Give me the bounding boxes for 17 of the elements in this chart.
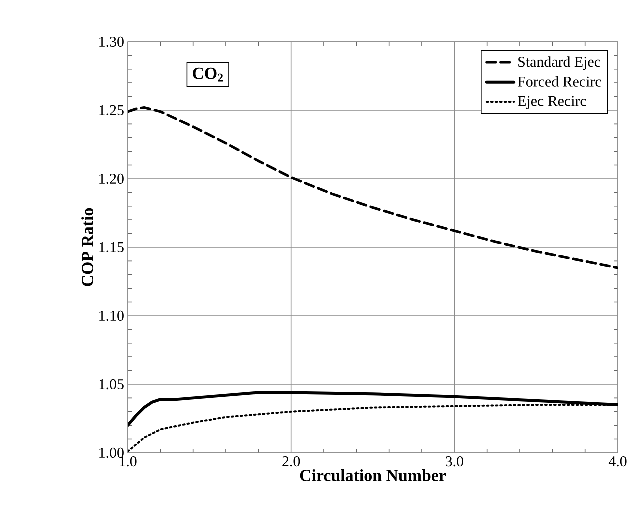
y-tick-label: 1.05: [100, 379, 124, 390]
y-tick-label: 1.15: [100, 242, 124, 253]
y-axis-title: COP Ratio: [82, 208, 94, 286]
y-tick-label: 1.00: [100, 448, 124, 458]
x-tick-label: 3.0: [446, 456, 464, 467]
x-tick-label: 4.0: [608, 456, 627, 467]
legend-label: Ejec Recirc: [518, 96, 586, 110]
annotation: CO$_{2}$: [193, 68, 224, 82]
x-tick-label: 2.0: [282, 456, 300, 467]
y-tick-label: 1.10: [100, 310, 124, 322]
legend-label: Forced Recirc: [518, 76, 602, 87]
y-tick-label: 1.30: [100, 36, 124, 48]
y-tick-label: 1.20: [100, 174, 124, 184]
x-axis-title: Circulation Number: [300, 470, 446, 482]
x-tick-label: 1.0: [120, 456, 137, 467]
legend-label: Standard Ejec: [518, 56, 601, 70]
y-tick-label: 1.25: [100, 105, 124, 116]
